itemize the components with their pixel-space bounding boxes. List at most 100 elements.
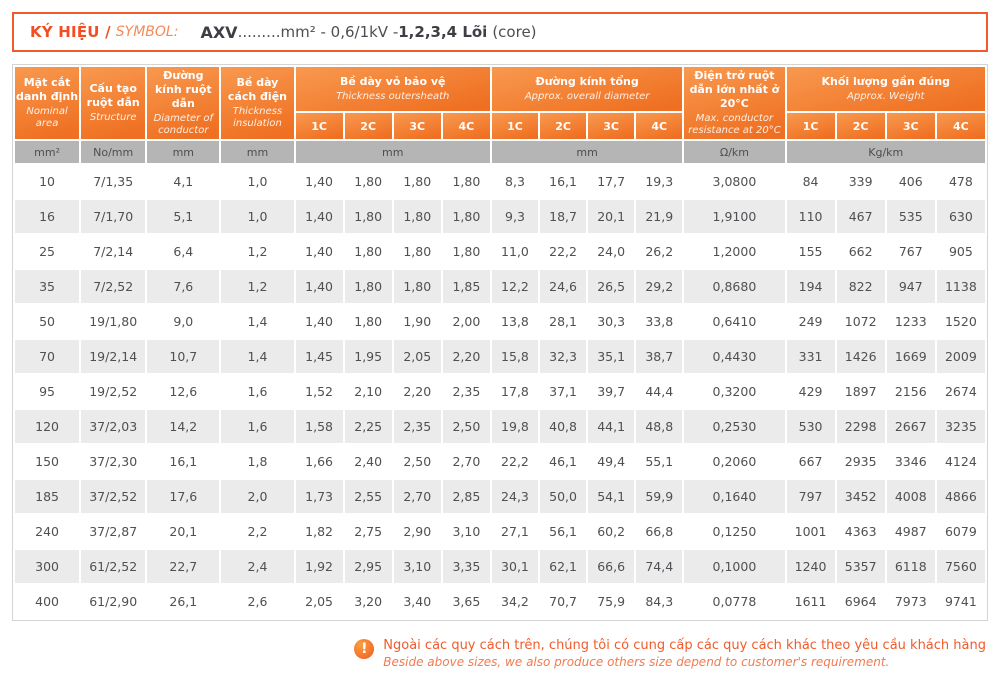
table-cell: 7,6 bbox=[147, 270, 220, 303]
table-row: 120 37/2,03 14,2 1,6 1,58 2,25 2,35 2,50 19,8 40,… bbox=[15, 410, 985, 443]
core-count-header: 3C bbox=[588, 113, 635, 139]
table-cell: 55,1 bbox=[636, 445, 683, 478]
table-cell: 2,90 bbox=[393, 515, 441, 548]
table-cell: 2,10 bbox=[344, 375, 392, 408]
table-cell: 17,6 bbox=[147, 480, 220, 513]
column-title-vi: Bề dày cách điện bbox=[227, 76, 287, 103]
table-cell: 54,1 bbox=[588, 480, 635, 513]
table-cell: 2667 bbox=[886, 410, 935, 443]
table-cell: 2,6 bbox=[221, 585, 294, 618]
table-cell: 26,5 bbox=[588, 270, 635, 303]
table-cell: 110 bbox=[786, 200, 835, 233]
unit-row: mm² No/mm mm mm mm mm Ω/km Kg/km bbox=[15, 141, 985, 163]
table-cell: 1,80 bbox=[393, 270, 441, 303]
table-cell: 1,8 bbox=[221, 445, 294, 478]
table-cell: 2009 bbox=[936, 340, 985, 373]
table-cell: 20,1 bbox=[147, 515, 220, 548]
footer-note: ! Ngoài các quy cách trên, chúng tôi có … bbox=[12, 637, 988, 670]
table-cell: 37/2,87 bbox=[81, 515, 146, 548]
table-cell: 7/2,14 bbox=[81, 235, 146, 268]
table-cell: 8,3 bbox=[491, 165, 539, 198]
table-cell: 95 bbox=[15, 375, 80, 408]
table-cell: 1,4 bbox=[221, 305, 294, 338]
table-cell: 3,10 bbox=[442, 515, 490, 548]
table-cell: 30,3 bbox=[588, 305, 635, 338]
table-cell: 400 bbox=[15, 585, 80, 618]
cable-cores-note: (core) bbox=[492, 23, 537, 41]
table-cell: 2,50 bbox=[393, 445, 441, 478]
table-cell: 1,45 bbox=[295, 340, 343, 373]
table-cell: 19,3 bbox=[636, 165, 683, 198]
table-cell: 18,7 bbox=[540, 200, 587, 233]
table-cell: 60,2 bbox=[588, 515, 635, 548]
table-cell: 3,40 bbox=[393, 585, 441, 618]
table-cell: 15,8 bbox=[491, 340, 539, 373]
table-cell: 1,80 bbox=[393, 235, 441, 268]
table-cell: 767 bbox=[886, 235, 935, 268]
cable-code: AXV bbox=[200, 22, 238, 42]
core-count-header: 1C bbox=[295, 113, 343, 139]
table-cell: 2,2 bbox=[221, 515, 294, 548]
table-cell: 10,7 bbox=[147, 340, 220, 373]
table-cell: 17,8 bbox=[491, 375, 539, 408]
table-cell: 535 bbox=[886, 200, 935, 233]
table-cell: 1,85 bbox=[442, 270, 490, 303]
table-cell: 2935 bbox=[836, 445, 885, 478]
table-cell: 6079 bbox=[936, 515, 985, 548]
table-cell: 3,35 bbox=[442, 550, 490, 583]
table-cell: 1,9100 bbox=[684, 200, 785, 233]
table-cell: 50 bbox=[15, 305, 80, 338]
table-cell: 4363 bbox=[836, 515, 885, 548]
table-cell: 1240 bbox=[786, 550, 835, 583]
table-header: Mặt cắt danh định Nominal area Cấu tạo r… bbox=[15, 67, 985, 163]
table-row: 35 7/2,52 7,6 1,2 1,40 1,80 1,80 1,85 12,2 24,6 26… bbox=[15, 270, 985, 303]
column-header-conductor-resistance: Điện trở ruột dẫn lớn nhất ở 20°C Max. c… bbox=[684, 67, 785, 139]
table-cell: 1,6 bbox=[221, 410, 294, 443]
table-cell: 1,73 bbox=[295, 480, 343, 513]
core-count-header: 1C bbox=[786, 113, 835, 139]
table-cell: 2,35 bbox=[393, 410, 441, 443]
table-cell: 0,8680 bbox=[684, 270, 785, 303]
table-cell: 12,2 bbox=[491, 270, 539, 303]
table-cell: 7/1,35 bbox=[81, 165, 146, 198]
table-cell: 61/2,90 bbox=[81, 585, 146, 618]
column-header-nominal-area: Mặt cắt danh định Nominal area bbox=[15, 67, 80, 139]
cable-cores: 1,2,3,4 Lõi bbox=[398, 23, 488, 41]
table-cell: 150 bbox=[15, 445, 80, 478]
table-cell: 9,3 bbox=[491, 200, 539, 233]
table-cell: 9741 bbox=[936, 585, 985, 618]
table-cell: 1426 bbox=[836, 340, 885, 373]
table-cell: 2,55 bbox=[344, 480, 392, 513]
table-cell: 2,85 bbox=[442, 480, 490, 513]
table-cell: 26,2 bbox=[636, 235, 683, 268]
table-cell: 1,80 bbox=[393, 165, 441, 198]
table-cell: 16,1 bbox=[540, 165, 587, 198]
table-cell: 2,40 bbox=[344, 445, 392, 478]
table-row: 300 61/2,52 22,7 2,4 1,92 2,95 3,10 3,35 30,1 62,… bbox=[15, 550, 985, 583]
column-header-outersheath-thickness: Bề dày vỏ bảo vệ Thickness outersheath bbox=[295, 67, 490, 111]
table-cell: 61/2,52 bbox=[81, 550, 146, 583]
table-cell: 75,9 bbox=[588, 585, 635, 618]
table-row: 10 7/1,35 4,1 1,0 1,40 1,80 1,80 1,80 8,3 16,1 17,… bbox=[15, 165, 985, 198]
table-row: 400 61/2,90 26,1 2,6 2,05 3,20 3,40 3,65 34,2 70,… bbox=[15, 585, 985, 618]
table-cell: 1,40 bbox=[295, 235, 343, 268]
table-cell: 70 bbox=[15, 340, 80, 373]
table-cell: 3,20 bbox=[344, 585, 392, 618]
table-cell: 49,4 bbox=[588, 445, 635, 478]
spec-table-body: 10 7/1,35 4,1 1,0 1,40 1,80 1,80 1,80 8,3 16,1 17,… bbox=[15, 165, 985, 618]
table-cell: 667 bbox=[786, 445, 835, 478]
table-cell: 331 bbox=[786, 340, 835, 373]
table-cell: 35,1 bbox=[588, 340, 635, 373]
table-cell: 74,4 bbox=[636, 550, 683, 583]
table-cell: 26,1 bbox=[147, 585, 220, 618]
spec-table-wrapper: Mặt cắt danh định Nominal area Cấu tạo r… bbox=[12, 64, 988, 621]
table-cell: 21,9 bbox=[636, 200, 683, 233]
table-cell: 429 bbox=[786, 375, 835, 408]
table-cell: 12,6 bbox=[147, 375, 220, 408]
table-cell: 0,4430 bbox=[684, 340, 785, 373]
table-cell: 37/2,52 bbox=[81, 480, 146, 513]
table-row: 16 7/1,70 5,1 1,0 1,40 1,80 1,80 1,80 9,3 18,7 20,… bbox=[15, 200, 985, 233]
table-cell: 19,8 bbox=[491, 410, 539, 443]
table-cell: 1,80 bbox=[393, 200, 441, 233]
table-cell: 1,80 bbox=[344, 235, 392, 268]
